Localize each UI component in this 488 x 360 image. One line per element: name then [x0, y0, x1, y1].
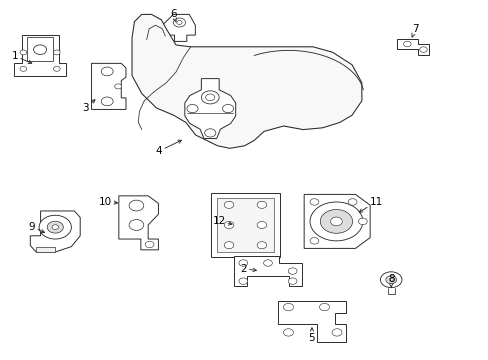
Polygon shape: [184, 78, 235, 139]
Circle shape: [186, 104, 198, 113]
Circle shape: [39, 215, 71, 239]
Circle shape: [309, 199, 318, 205]
Polygon shape: [216, 198, 274, 252]
Text: 10: 10: [99, 197, 117, 207]
Circle shape: [53, 50, 60, 55]
Circle shape: [224, 221, 233, 229]
Text: 3: 3: [82, 100, 95, 113]
Text: 8: 8: [387, 274, 394, 287]
Circle shape: [20, 66, 27, 71]
Circle shape: [358, 218, 366, 225]
Text: 7: 7: [411, 24, 418, 37]
Text: 2: 2: [240, 264, 256, 274]
Circle shape: [283, 303, 293, 311]
Polygon shape: [396, 39, 428, 55]
Circle shape: [204, 129, 215, 137]
Polygon shape: [277, 301, 346, 342]
Circle shape: [239, 260, 247, 266]
Text: 6: 6: [170, 9, 177, 22]
Circle shape: [101, 67, 113, 76]
Circle shape: [385, 276, 396, 284]
Text: 4: 4: [155, 140, 181, 156]
Circle shape: [101, 97, 113, 106]
Circle shape: [47, 221, 63, 233]
Circle shape: [52, 225, 59, 230]
Circle shape: [20, 50, 27, 55]
Circle shape: [388, 278, 392, 281]
Polygon shape: [14, 35, 66, 76]
Circle shape: [145, 241, 154, 248]
Circle shape: [257, 201, 266, 208]
Text: 5: 5: [308, 328, 315, 343]
Circle shape: [129, 220, 143, 230]
Circle shape: [331, 329, 341, 336]
Circle shape: [403, 41, 410, 47]
Polygon shape: [162, 14, 195, 41]
Polygon shape: [304, 194, 369, 248]
Circle shape: [224, 201, 233, 208]
Circle shape: [309, 202, 362, 241]
Polygon shape: [27, 37, 53, 60]
Circle shape: [201, 91, 219, 104]
Circle shape: [222, 104, 233, 113]
Circle shape: [319, 303, 329, 311]
Polygon shape: [119, 196, 158, 250]
Circle shape: [380, 272, 401, 288]
Circle shape: [176, 21, 182, 24]
Circle shape: [309, 238, 318, 244]
Circle shape: [347, 199, 356, 205]
Circle shape: [263, 260, 272, 266]
Circle shape: [224, 242, 233, 249]
Text: 9: 9: [28, 222, 44, 233]
Circle shape: [287, 278, 296, 284]
Text: 11: 11: [359, 197, 383, 212]
Text: 12: 12: [212, 216, 231, 226]
Circle shape: [257, 221, 266, 229]
Circle shape: [283, 329, 293, 336]
Circle shape: [320, 210, 352, 233]
Polygon shape: [132, 14, 361, 148]
Circle shape: [419, 47, 427, 52]
Circle shape: [129, 200, 143, 211]
Circle shape: [330, 217, 342, 226]
Circle shape: [239, 278, 247, 284]
Polygon shape: [36, 247, 55, 252]
Circle shape: [115, 84, 122, 89]
Polygon shape: [211, 193, 279, 257]
Circle shape: [34, 45, 46, 54]
Polygon shape: [91, 63, 126, 109]
Circle shape: [173, 18, 185, 27]
Polygon shape: [233, 256, 302, 286]
Circle shape: [287, 268, 296, 274]
Circle shape: [205, 94, 214, 101]
Text: 1: 1: [11, 51, 32, 63]
Circle shape: [53, 66, 60, 71]
Circle shape: [257, 242, 266, 249]
Polygon shape: [30, 211, 80, 252]
